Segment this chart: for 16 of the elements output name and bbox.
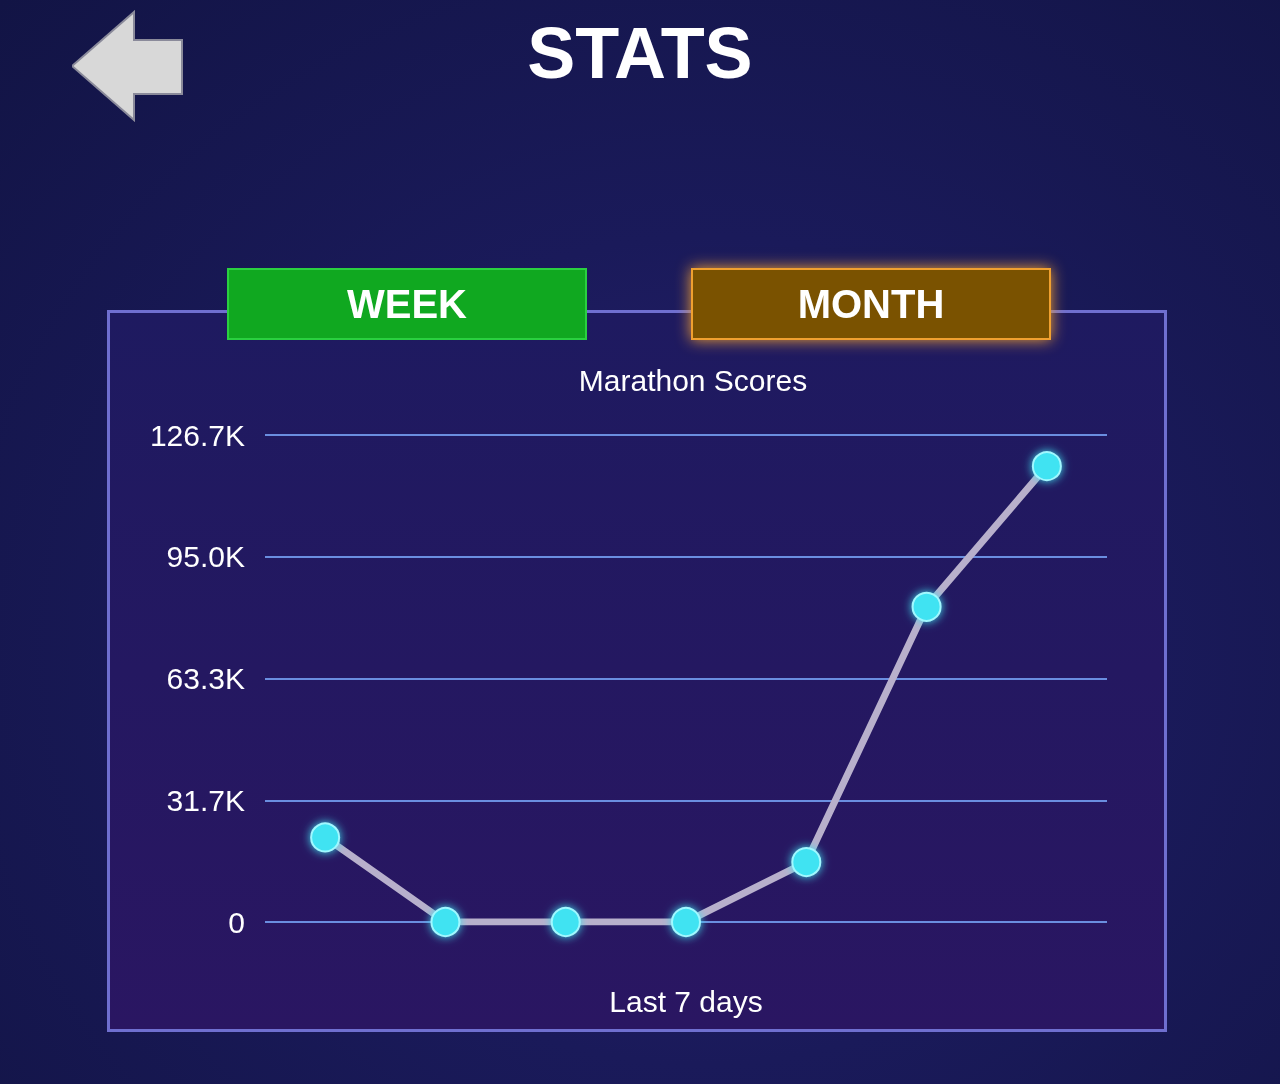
point <box>310 822 341 853</box>
point <box>671 907 701 937</box>
y-tick-label: 126.7K <box>149 418 245 452</box>
text: STATS <box>526 12 754 94</box>
y-tick-label: 95.0K <box>166 540 245 574</box>
y-tick-label: 63.3K <box>166 662 245 695</box>
point <box>791 847 822 878</box>
point <box>911 591 942 622</box>
point <box>1031 451 1062 482</box>
point <box>430 907 461 937</box>
y-tick-label: 0 <box>228 905 245 939</box>
y-tick-label: 31.7K <box>166 783 245 817</box>
chart-title: Marathon Scores <box>578 363 808 397</box>
point <box>550 907 581 937</box>
month-button[interactable]: MONTH <box>691 268 1051 340</box>
x-axis-title: Last 7 days <box>609 984 763 1018</box>
